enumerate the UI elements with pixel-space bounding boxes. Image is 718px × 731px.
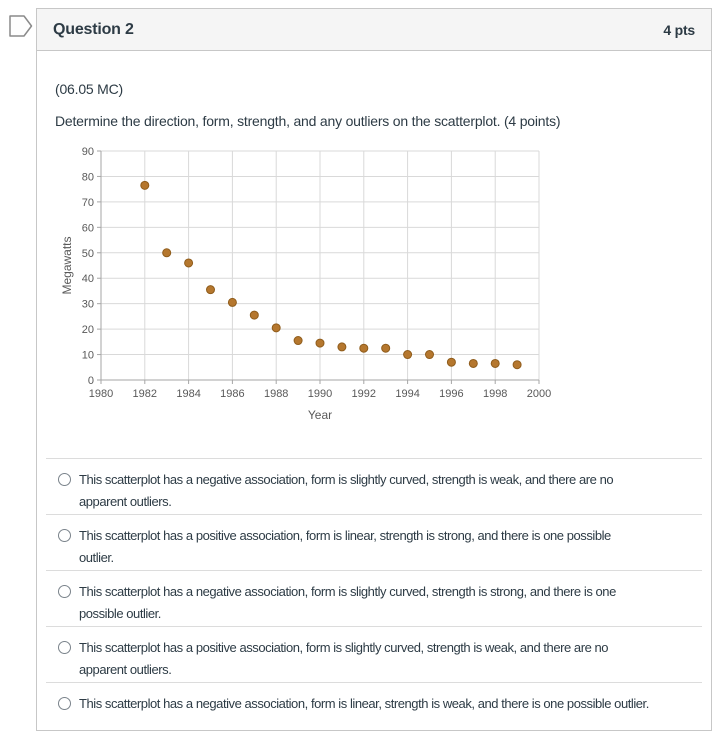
y-tick-label: 10 (82, 350, 94, 362)
x-tick-label: 1998 (483, 388, 507, 400)
option-text: This scatterplot has a negative associat… (79, 584, 616, 621)
question-body: (06.05 MC) Determine the direction, form… (37, 51, 711, 716)
option-row[interactable]: This scatterplot has a negative associat… (46, 570, 702, 626)
data-point (162, 248, 172, 258)
data-point (293, 336, 303, 346)
option-radio[interactable] (58, 641, 71, 654)
option-text: This scatterplot has a positive associat… (79, 640, 609, 677)
x-tick-label: 1994 (395, 388, 419, 400)
data-point (227, 297, 237, 307)
option-text: This scatterplot has a negative associat… (79, 472, 614, 509)
x-tick-label: 1990 (308, 388, 332, 400)
points-label: 4 pts (663, 21, 695, 38)
data-point (512, 360, 522, 370)
y-tick-label: 80 (82, 171, 94, 183)
y-tick-label: 50 (82, 248, 94, 260)
option-radio[interactable] (58, 529, 71, 542)
question-code: (06.05 MC) (55, 81, 124, 97)
question-title: Question 2 (53, 20, 134, 38)
y-tick-label: 90 (82, 146, 94, 158)
data-point (359, 343, 369, 353)
option-radio[interactable] (58, 585, 71, 598)
y-axis-title: Megawatts (61, 236, 74, 294)
data-point (490, 358, 500, 368)
x-tick-label: 1996 (439, 388, 463, 400)
option-row[interactable]: This scatterplot has a positive associat… (46, 514, 702, 570)
x-tick-label: 1980 (89, 388, 113, 400)
question-box: Question 2 4 pts (06.05 MC) Determine th… (36, 8, 712, 731)
y-tick-label: 30 (82, 299, 94, 311)
data-point (468, 358, 478, 368)
option-row[interactable]: This scatterplot has a negative associat… (46, 682, 702, 716)
scatterplot: 0 10 20 30 40 50 60 70 80 90 1980 1982 1984 1986 1988 1… (60, 146, 551, 422)
data-point (184, 258, 194, 268)
question-header: Question 2 4 pts (37, 9, 711, 51)
data-point (206, 285, 215, 295)
data-point (425, 350, 434, 360)
data-point (381, 343, 391, 353)
y-tick-label: 20 (82, 324, 94, 336)
data-point (315, 338, 325, 348)
option-row[interactable]: This scatterplot has a positive associat… (46, 626, 702, 682)
scatterplot-figure: 0 10 20 30 40 50 60 70 80 90 1980 1982 1984 1986 1988 1… (60, 137, 693, 432)
option-radio[interactable] (58, 697, 71, 710)
data-point (249, 310, 259, 320)
x-tick-label: 1986 (220, 388, 244, 400)
x-tick-label: 1982 (133, 388, 157, 400)
y-tick-label: 40 (82, 273, 94, 285)
flag-question-icon[interactable] (8, 14, 34, 43)
x-tick-label: 1984 (176, 388, 200, 400)
question-prompt: Determine the direction, form, strength,… (55, 113, 561, 129)
option-radio[interactable] (58, 473, 71, 486)
data-point (337, 342, 347, 352)
x-tick-label: 1988 (264, 388, 288, 400)
x-tick-label: 1992 (352, 388, 376, 400)
data-point (403, 350, 413, 360)
y-tick-label: 70 (82, 197, 94, 209)
option-text: This scatterplot has a positive associat… (79, 528, 611, 565)
data-point (140, 180, 150, 190)
data-point (271, 323, 281, 333)
x-tick-label: 2000 (527, 388, 551, 400)
y-tick-label: 60 (82, 222, 94, 234)
option-text: This scatterplot has a negative associat… (79, 696, 649, 711)
y-tick-label: 0 (88, 375, 94, 387)
data-point (446, 357, 456, 367)
x-axis-title: Year (308, 408, 332, 422)
option-row[interactable]: This scatterplot has a negative associat… (46, 458, 702, 514)
answer-options: This scatterplot has a negative associat… (46, 458, 702, 716)
